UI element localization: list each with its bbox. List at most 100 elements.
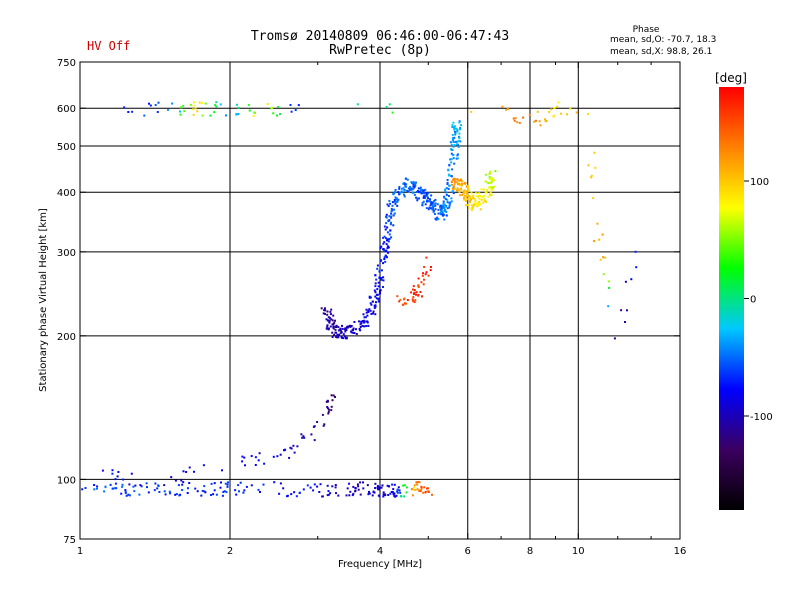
data-point <box>210 494 212 496</box>
data-point <box>390 216 393 219</box>
data-point <box>353 332 356 334</box>
data-point <box>358 320 360 323</box>
data-point <box>188 466 191 469</box>
data-point <box>460 188 463 191</box>
data-point <box>386 256 388 259</box>
data-point <box>458 135 460 138</box>
data-point <box>204 102 207 105</box>
data-point <box>377 300 380 303</box>
data-point <box>101 469 104 472</box>
x-tick-label: 10 <box>572 546 585 557</box>
data-point <box>454 132 457 135</box>
data-point <box>222 491 225 493</box>
data-point <box>215 101 218 104</box>
data-point <box>445 194 448 196</box>
data-point <box>471 196 474 199</box>
data-point <box>371 300 374 303</box>
data-point <box>447 174 450 177</box>
data-point <box>163 484 166 487</box>
data-point <box>425 271 428 274</box>
data-point <box>463 189 466 192</box>
data-point <box>371 494 374 497</box>
data-point <box>376 486 379 489</box>
data-point <box>122 478 125 481</box>
data-point <box>163 490 166 493</box>
data-point <box>368 295 371 298</box>
data-point <box>592 197 595 200</box>
data-point <box>439 213 442 216</box>
data-point <box>413 484 416 487</box>
data-point <box>434 202 437 205</box>
y-tick-labels: 75 100 200 300 400 500 600 750 <box>57 58 76 546</box>
data-point <box>403 495 406 498</box>
data-point <box>324 309 327 312</box>
data-point <box>326 313 329 316</box>
data-point <box>476 205 479 208</box>
data-point <box>312 425 315 428</box>
data-point <box>368 490 370 493</box>
data-point <box>391 209 394 212</box>
data-point <box>227 481 229 484</box>
data-point <box>454 125 457 128</box>
data-point <box>332 326 335 329</box>
data-point <box>322 312 325 315</box>
data-point <box>398 300 401 303</box>
data-point <box>387 240 390 243</box>
data-point <box>413 291 416 294</box>
data-point <box>375 278 378 281</box>
data-point <box>369 302 372 305</box>
stats-line-x: mean, sd,X: 98.8, 26.1 <box>610 47 712 57</box>
data-point <box>490 186 493 189</box>
data-point <box>416 190 419 192</box>
data-point <box>484 180 487 183</box>
data-point <box>415 196 418 199</box>
chart-title: Tromsø 20140809 06:46:00-06:47:43 <box>251 29 509 44</box>
data-point <box>220 481 222 484</box>
data-point <box>378 276 381 279</box>
data-point <box>387 246 390 249</box>
data-point <box>330 308 333 311</box>
data-point <box>446 207 449 210</box>
data-point <box>382 491 385 494</box>
data-point <box>380 486 383 489</box>
data-point <box>413 486 416 489</box>
data-point <box>464 199 467 202</box>
data-point <box>273 481 276 484</box>
data-point <box>263 462 266 465</box>
data-point <box>403 484 406 487</box>
data-point <box>385 213 388 216</box>
data-point <box>393 199 396 201</box>
data-point <box>453 162 456 165</box>
data-point <box>440 210 443 213</box>
data-point <box>313 439 316 442</box>
data-point <box>394 196 397 199</box>
data-point <box>149 104 152 107</box>
data-point <box>344 335 346 338</box>
data-point <box>329 492 332 495</box>
data-point <box>440 207 443 210</box>
data-point <box>442 200 445 203</box>
data-point <box>365 325 368 327</box>
data-point <box>422 272 424 275</box>
data-point <box>390 491 393 493</box>
data-point <box>365 311 368 314</box>
data-point <box>321 413 324 416</box>
data-point <box>396 295 399 298</box>
data-point <box>448 203 451 206</box>
data-point <box>421 201 424 204</box>
data-point <box>433 205 436 208</box>
data-point <box>290 493 293 496</box>
data-point <box>326 310 329 313</box>
colorbar <box>719 87 744 510</box>
data-point <box>484 173 487 176</box>
data-point <box>470 198 473 201</box>
data-point <box>566 113 568 116</box>
data-point <box>331 323 334 326</box>
data-point <box>388 485 391 488</box>
data-point <box>465 185 468 188</box>
data-point <box>474 203 477 206</box>
data-point <box>363 316 366 319</box>
data-point <box>369 309 372 312</box>
data-point <box>477 204 480 207</box>
data-point <box>146 486 148 489</box>
